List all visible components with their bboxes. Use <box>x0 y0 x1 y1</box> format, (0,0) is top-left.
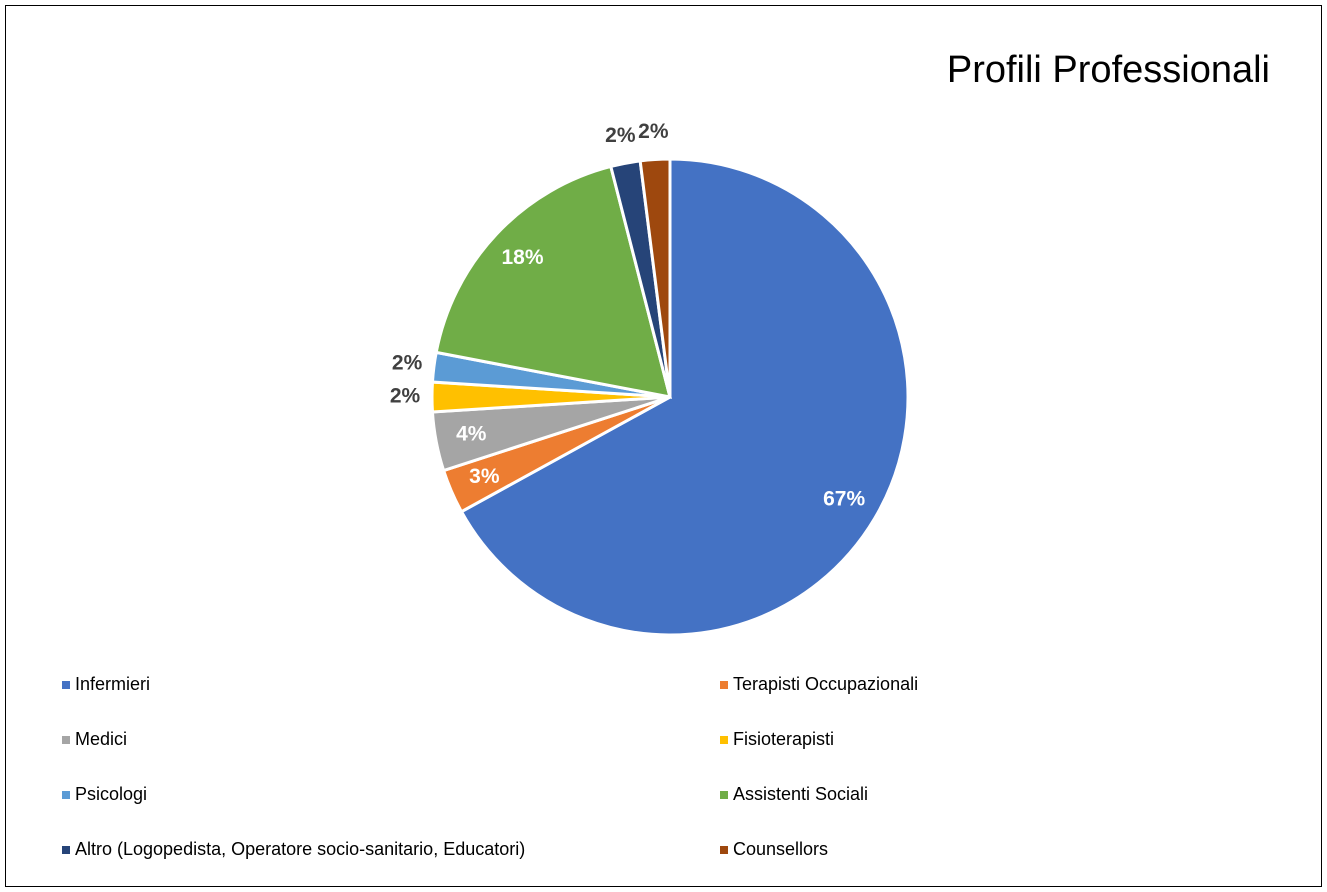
legend-label: Altro (Logopedista, Operatore socio-sani… <box>75 839 525 859</box>
legend-label: Fisioterapisti <box>733 729 834 749</box>
legend-swatch <box>62 846 70 854</box>
legend-swatch <box>62 736 70 744</box>
data-label: 3% <box>469 465 500 488</box>
pie-slice <box>434 164 673 399</box>
data-label: 2% <box>392 351 423 374</box>
legend-swatch <box>720 791 728 799</box>
legend-swatch <box>62 791 70 799</box>
chart-title: Profili Professionali <box>947 49 1270 91</box>
data-label: 4% <box>456 422 487 445</box>
legend-label: Counsellors <box>733 839 828 859</box>
legend-label: Psicologi <box>75 784 147 804</box>
legend-swatch <box>720 681 728 689</box>
data-label: 67% <box>823 488 865 511</box>
data-label: 2% <box>390 385 421 408</box>
legend-label: Infermieri <box>75 674 150 694</box>
legend-swatch <box>62 681 70 689</box>
pie-slice <box>638 157 672 398</box>
data-label: 18% <box>502 246 544 269</box>
legend-label: Terapisti Occupazionali <box>733 674 918 694</box>
legend-label: Assistenti Sociali <box>733 784 868 804</box>
pie-slice <box>459 157 910 637</box>
data-label: 2% <box>638 120 669 143</box>
data-label: 2% <box>605 124 636 147</box>
legend-swatch <box>720 736 728 744</box>
legend-swatch <box>720 846 728 854</box>
legend-label: Medici <box>75 729 127 749</box>
